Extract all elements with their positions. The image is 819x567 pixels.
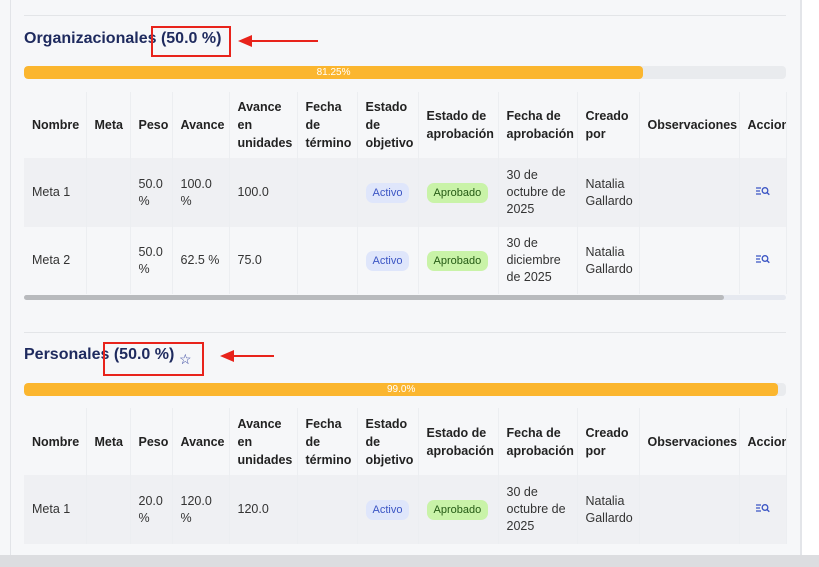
annotation-arrow (238, 35, 318, 47)
column-header[interactable]: Meta (86, 408, 131, 475)
column-header[interactable]: Estado de objetivo (357, 92, 419, 158)
column-header[interactable]: Avance (172, 408, 230, 475)
cell-unidades: 75.0 (229, 227, 298, 294)
cell-observaciones (639, 475, 740, 544)
column-header[interactable]: Nombre (24, 92, 87, 158)
column-header[interactable]: Peso (130, 408, 173, 475)
divider (24, 332, 786, 333)
cell-meta (86, 475, 131, 544)
column-header[interactable]: Meta (86, 92, 131, 158)
cell-avance: 100.0 % (172, 158, 230, 227)
cell-observaciones (639, 158, 740, 227)
section-title: Organizacionales (50.0 %) (24, 30, 221, 48)
column-header[interactable]: Peso (130, 92, 173, 158)
table-header: Nombre Meta Peso Avance Avance en unidades Fe… (24, 92, 787, 158)
cell-peso: 20.0 % (130, 475, 173, 544)
cell-actions (739, 227, 787, 294)
column-header[interactable]: Observaciones (639, 92, 740, 158)
cell-fecha_aprobacion: 30 de diciembre de 2025 (498, 227, 578, 294)
goals-table: Nombre Meta Peso Avance Avance en unidades Fe… (24, 408, 787, 544)
column-header[interactable]: Accion (739, 92, 787, 158)
cell-meta (86, 158, 131, 227)
scrollbar-thumb[interactable] (24, 295, 724, 300)
column-header[interactable]: Observaciones (639, 408, 740, 475)
table-row: Meta 1 50.0 % 100.0 % 100.0 Activo Aprobado 30… (24, 158, 787, 227)
cell-aprobacion: Aprobado (418, 227, 499, 294)
progress-fill: 99.0% (24, 383, 779, 396)
cell-fecha_aprobacion: 30 de octubre de 2025 (498, 158, 578, 227)
cell-fecha_termino (297, 158, 358, 227)
section-name: Organizacionales (24, 30, 157, 47)
cell-peso: 50.0 % (130, 158, 173, 227)
progress-bar: 99.0% (24, 383, 786, 396)
cell-aprobacion: Aprobado (418, 475, 499, 544)
approval-badge: Aprobado (426, 182, 489, 203)
list-search-icon[interactable] (755, 254, 770, 267)
left-border (10, 0, 11, 555)
table-header: Nombre Meta Peso Avance Avance en unidades Fe… (24, 408, 787, 475)
cell-meta (86, 227, 131, 294)
section-weight: (50.0 %) (113, 346, 175, 363)
right-panel (800, 0, 819, 555)
column-header[interactable]: Avance en unidades (229, 92, 298, 158)
section-title: Personales (50.0 %) (24, 346, 174, 364)
star-outline-icon[interactable]: ☆ (179, 351, 192, 367)
annotation-arrow (220, 350, 274, 362)
cell-nombre: Meta 2 (24, 227, 87, 294)
status-badge: Activo (365, 250, 410, 271)
cell-avance: 120.0 % (172, 475, 230, 544)
column-header[interactable]: Fecha de término (297, 92, 358, 158)
column-header[interactable]: Fecha de aprobación (498, 92, 578, 158)
cell-fecha_termino (297, 475, 358, 544)
column-header[interactable]: Fecha de término (297, 408, 358, 475)
cell-aprobacion: Aprobado (418, 158, 499, 227)
table-row: Meta 2 50.0 % 62.5 % 75.0 Activo Aprobado 30 d… (24, 227, 787, 294)
column-header[interactable]: Nombre (24, 408, 87, 475)
section-name: Personales (24, 346, 110, 363)
cell-nombre: Meta 1 (24, 475, 87, 544)
cell-unidades: 120.0 (229, 475, 298, 544)
cell-unidades: 100.0 (229, 158, 298, 227)
column-header[interactable]: Avance en unidades (229, 408, 298, 475)
status-badge: Activo (365, 182, 410, 203)
cell-avance: 62.5 % (172, 227, 230, 294)
cell-actions (739, 158, 787, 227)
annotation-box (103, 342, 204, 376)
cell-estado: Activo (357, 475, 419, 544)
column-header[interactable]: Avance (172, 92, 230, 158)
cell-peso: 50.0 % (130, 227, 173, 294)
cell-estado: Activo (357, 158, 419, 227)
progress-bar: 81.25% (24, 66, 786, 79)
approval-badge: Aprobado (426, 499, 489, 520)
column-header[interactable]: Estado de aprobación (418, 92, 499, 158)
bottom-bar (0, 555, 819, 567)
column-header[interactable]: Estado de aprobación (418, 408, 499, 475)
divider (24, 15, 786, 16)
annotation-box (151, 26, 231, 57)
cell-nombre: Meta 1 (24, 158, 87, 227)
column-header[interactable]: Fecha de aprobación (498, 408, 578, 475)
list-search-icon[interactable] (755, 186, 770, 199)
approval-badge: Aprobado (426, 250, 489, 271)
cell-observaciones (639, 227, 740, 294)
column-header[interactable]: Estado de objetivo (357, 408, 419, 475)
table-row: Meta 1 20.0 % 120.0 % 120.0 Activo Aprobado 30… (24, 475, 787, 544)
status-badge: Activo (365, 499, 410, 520)
column-header[interactable]: Creado por (577, 408, 640, 475)
cell-fecha_termino (297, 227, 358, 294)
column-header[interactable]: Creado por (577, 92, 640, 158)
cell-estado: Activo (357, 227, 419, 294)
cell-actions (739, 475, 787, 544)
list-search-icon[interactable] (755, 503, 770, 516)
cell-creado: Natalia Gallardo (577, 158, 640, 227)
goals-table: Nombre Meta Peso Avance Avance en unidades Fe… (24, 92, 787, 294)
cell-creado: Natalia Gallardo (577, 475, 640, 544)
column-header[interactable]: Accion (739, 408, 787, 475)
section-weight: (50.0 %) (160, 30, 222, 47)
progress-fill: 81.25% (24, 66, 644, 79)
cell-fecha_aprobacion: 30 de octubre de 2025 (498, 475, 578, 544)
horizontal-scrollbar[interactable] (24, 295, 786, 300)
cell-creado: Natalia Gallardo (577, 227, 640, 294)
